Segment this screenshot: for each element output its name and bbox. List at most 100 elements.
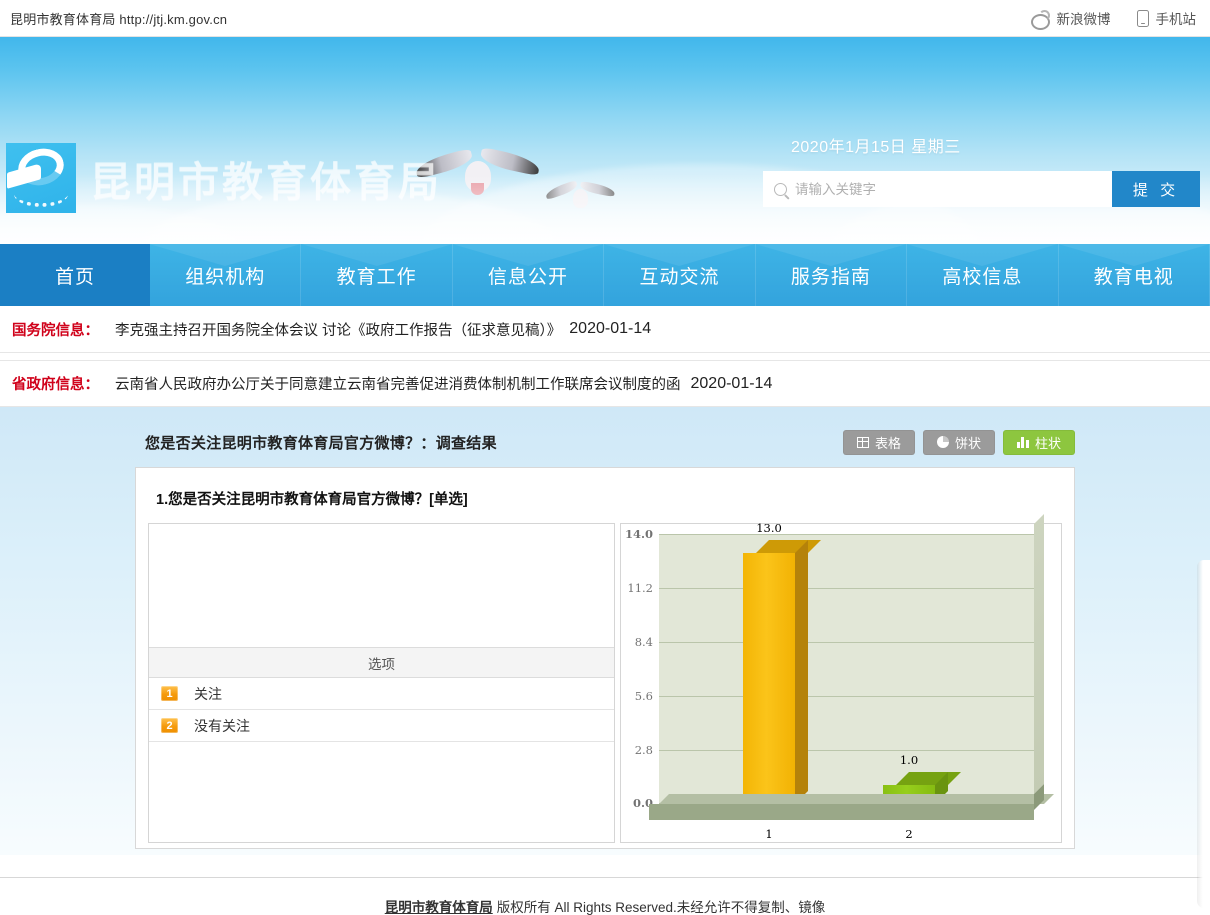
nav-item-home[interactable]: 首页: [0, 244, 150, 306]
nav-list: 首页 组织机构 教育工作 信息公开 互动交流 服务指南 高校信息 教育电视: [0, 244, 1210, 306]
x-axis-tick: 2: [905, 827, 913, 841]
news-headline-link[interactable]: 云南省人民政府办公厅关于同意建立云南省完善促进消费体制机制工作联席会议制度的函: [115, 377, 681, 393]
weibo-icon: [1030, 9, 1050, 30]
table-icon: [856, 436, 869, 448]
options-table: 选项 1 关注 2 没有关注: [148, 523, 615, 843]
mobile-label: 手机站: [1155, 12, 1197, 27]
page-title: 您是否关注昆明市教育体育局官方微博？：调查结果: [145, 434, 497, 452]
current-date: 2020年1月15日 星期三: [791, 139, 961, 156]
survey-card: 1.您是否关注昆明市教育体育局官方微博？[单选] 选项 1 关注 2 没有关注: [135, 467, 1075, 849]
logo-text: 昆明市教育体育局: [90, 158, 442, 206]
search-input[interactable]: [795, 181, 1103, 197]
site-search: 提 交: [763, 171, 1200, 207]
y-axis-tick: 5.6: [634, 689, 653, 703]
view-toggle-table[interactable]: 表格: [842, 429, 915, 455]
bar-front-face: [743, 553, 795, 804]
nav-item-label: 高校信息: [942, 266, 1023, 288]
bar-top-face: [896, 772, 961, 785]
mobile-site-link[interactable]: 手机站: [1136, 8, 1197, 28]
nav-item-label: 服务指南: [790, 266, 871, 288]
y-axis-tick: 8.4: [634, 635, 653, 649]
gridline: 5.6: [635, 689, 1034, 703]
chart-floor: [649, 784, 1054, 820]
nav-item-service-guide[interactable]: 服务指南: [755, 244, 908, 306]
bar-value-label: 1.0: [899, 753, 919, 767]
option-number-badge: 2: [161, 718, 178, 733]
weibo-link[interactable]: 新浪微博: [1030, 8, 1111, 30]
y-axis-tick: 11.2: [627, 581, 653, 595]
top-links: 新浪微博 手机站: [1030, 8, 1197, 30]
nav-item-label: 组织机构: [185, 266, 266, 288]
chart-canvas: 14.0 11.2 8.4 5.6: [621, 514, 1061, 842]
news-strip-state-council: 国务院信息： 李克强主持召开国务院全体会议 讨论《政府工作报告（征求意见稿）》 …: [0, 306, 1210, 353]
chart-back-wall: [1034, 514, 1044, 794]
view-toggle-bar[interactable]: 柱状: [1002, 429, 1075, 455]
chart-view-toggle-group: 表格 饼状 柱状: [842, 429, 1075, 455]
top-utility-bar: 昆明市教育体育局 http://jtj.km.gov.cn 新浪微博 手机站: [0, 0, 1210, 37]
nav-item-label: 互动交流: [639, 266, 720, 288]
x-axis-tick: 1: [765, 827, 773, 841]
page-scrollbar[interactable]: [1197, 560, 1210, 908]
view-toggle-label: 柱状: [1034, 435, 1061, 451]
y-axis-tick: 2.8: [634, 743, 653, 757]
table-row[interactable]: 1 关注: [149, 678, 614, 710]
main-navigation: 首页 组织机构 教育工作 信息公开 互动交流 服务指南 高校信息 教育电视: [0, 244, 1210, 306]
nav-item-label: 教育工作: [336, 266, 417, 288]
site-identity: 昆明市教育体育局 http://jtj.km.gov.cn: [10, 9, 227, 28]
survey-header: 您是否关注昆明市教育体育局官方微博？：调查结果 表格 饼状 柱状: [135, 427, 1075, 457]
gridline: 14.0: [625, 527, 1034, 541]
news-strip-provincial-government: 省政府信息： 云南省人民政府办公厅关于同意建立云南省完善促进消费体制机制工作联席…: [0, 360, 1210, 407]
question-body: 选项 1 关注 2 没有关注: [148, 514, 1062, 843]
search-submit-button[interactable]: 提 交: [1112, 171, 1200, 207]
nav-item-information-disclosure[interactable]: 信息公开: [452, 244, 605, 306]
news-date: 2020-01-14: [569, 320, 652, 337]
mobile-phone-icon: [1136, 9, 1149, 27]
nav-item-label: 首页: [54, 266, 95, 288]
nav-item-college-info[interactable]: 高校信息: [907, 244, 1059, 306]
nav-item-label: 信息公开: [488, 266, 569, 288]
table-row[interactable]: 2 没有关注: [149, 710, 614, 742]
options-table-header: 选项: [149, 647, 614, 678]
weibo-label: 新浪微博: [1056, 12, 1111, 27]
site-name: 昆明市教育体育局: [10, 11, 116, 27]
news-label: 省政府信息：: [12, 377, 99, 393]
survey-result-section: 您是否关注昆明市教育体育局官方微博？：调查结果 表格 饼状 柱状 1.您是否关注…: [0, 407, 1210, 855]
nav-item-education-tv[interactable]: 教育电视: [1058, 244, 1210, 306]
news-date: 2020-01-14: [690, 374, 773, 392]
gridline: 8.4: [635, 635, 1034, 649]
y-axis-tick: 14.0: [624, 527, 653, 541]
pie-icon: [936, 436, 949, 448]
bar-chart: 14.0 11.2 8.4 5.6: [620, 514, 1062, 843]
footer-copyright-text: 版权所有 All Rights Reserved.未经允许不得复制、镜像: [496, 900, 826, 915]
site-url: http://jtj.km.gov.cn: [119, 11, 228, 27]
options-table-spacer: [149, 524, 614, 647]
bar-chart-icon: [1016, 436, 1029, 448]
site-banner: 昆明市教育体育局 2020年1月15日 星期三 提 交: [0, 37, 1210, 244]
option-label: 没有关注: [194, 717, 250, 734]
logo-emblem-icon: [6, 143, 76, 213]
bar-value-label: 13.0: [756, 521, 782, 535]
site-logo[interactable]: 昆明市教育体育局: [6, 143, 442, 213]
view-toggle-label: 表格: [874, 435, 901, 451]
option-label: 关注: [194, 685, 222, 702]
banner-right-panel: 2020年1月15日 星期三 提 交: [755, 133, 1210, 207]
chart-plot-area: 14.0 11.2 8.4 5.6: [625, 514, 1044, 810]
bar-top-face: [756, 540, 821, 553]
y-axis-tick: 0.0: [632, 796, 653, 810]
nav-item-organization[interactable]: 组织机构: [150, 244, 302, 306]
question-title: 1.您是否关注昆明市教育体育局官方微博？[单选]: [156, 492, 468, 508]
news-headline-link[interactable]: 李克强主持召开国务院全体会议 讨论《政府工作报告（征求意见稿）》: [115, 322, 562, 339]
search-field[interactable]: [763, 171, 1112, 207]
gridline: 2.8: [635, 743, 1034, 757]
search-icon: [774, 182, 787, 196]
view-toggle-label: 饼状: [954, 435, 981, 451]
nav-item-label: 教育电视: [1093, 266, 1174, 288]
footer-site-link[interactable]: 昆明市教育体育局: [384, 900, 493, 915]
view-toggle-pie[interactable]: 饼状: [922, 429, 995, 455]
bar-series-1[interactable]: 13.0: [743, 521, 821, 804]
option-number-badge: 1: [161, 686, 178, 701]
nav-item-education-work[interactable]: 教育工作: [301, 244, 453, 306]
news-label: 国务院信息：: [12, 322, 99, 339]
nav-item-interaction[interactable]: 互动交流: [604, 244, 756, 306]
